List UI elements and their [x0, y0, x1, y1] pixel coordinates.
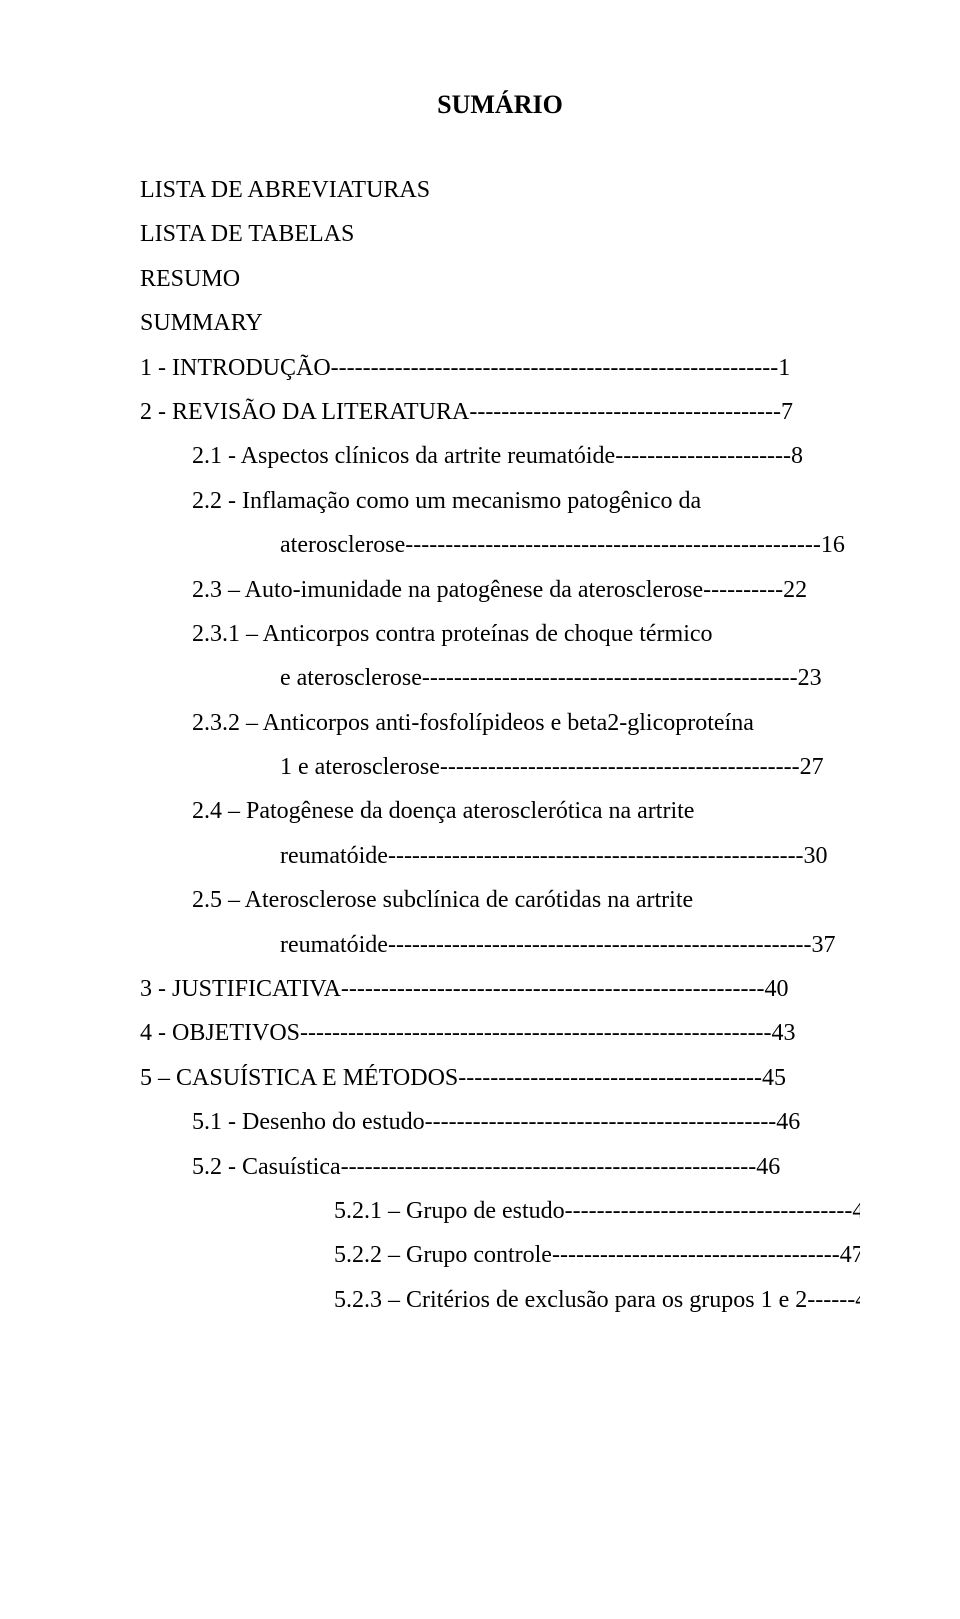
toc-label: 5.2 - Casuística — [192, 1145, 341, 1189]
page-title: SUMÁRIO — [140, 90, 860, 120]
toc-label: LISTA DE ABREVIATURAS — [140, 168, 430, 212]
toc-label: 2.3.2 – Anticorpos anti-fosfolípideos e … — [192, 701, 754, 745]
toc-page-number: 37 — [812, 923, 836, 967]
toc-label: 1 - INTRODUÇÃO — [140, 346, 331, 390]
toc-entry: 5.2.3 – Critérios de exclusão para os gr… — [334, 1278, 860, 1322]
toc-entry: 2 - REVISÃO DA LITERATURA --------------… — [140, 390, 860, 434]
toc-leader: ----------------------------------------… — [405, 523, 821, 567]
toc-label: 5.2.3 – Critérios de exclusão para os gr… — [334, 1278, 807, 1322]
toc-label: e aterosclerose — [280, 656, 422, 700]
toc-label: 2.3.1 – Anticorpos contra proteínas de c… — [192, 612, 713, 656]
toc-label: RESUMO — [140, 257, 240, 301]
toc-page-number: 27 — [800, 745, 824, 789]
document-page: SUMÁRIO LISTA DE ABREVIATURAS LISTA DE T… — [0, 0, 960, 1619]
toc-plain-line: SUMMARY — [140, 301, 860, 345]
toc-entry-wrapline: 2.3.2 – Anticorpos anti-fosfolípideos e … — [192, 701, 860, 745]
toc-leader: ----------------------------------------… — [388, 834, 804, 878]
toc-label: 3 - JUSTIFICATIVA — [140, 967, 341, 1011]
toc-leader: ----------------------------------------… — [440, 745, 800, 789]
toc-page-number: 1 — [778, 346, 790, 390]
toc-leader: ----------------------------------------… — [388, 923, 812, 967]
toc-label: 2.3 – Auto-imunidade na patogênese da at… — [192, 568, 703, 612]
toc-page-number: 16 — [821, 523, 845, 567]
toc-entry-wrapline: 2.5 – Aterosclerose subclínica de caróti… — [192, 878, 860, 922]
toc-page-number: 47 — [855, 1278, 860, 1322]
toc-page-number: 43 — [772, 1011, 796, 1055]
toc-label: 5.2.1 – Grupo de estudo — [334, 1189, 565, 1233]
toc-label: aterosclerose — [280, 523, 405, 567]
toc-label: reumatóide — [280, 923, 388, 967]
toc-entry: 1 - INTRODUÇÃO -------------------------… — [140, 346, 860, 390]
toc-leader: -------------------------------------- — [458, 1056, 762, 1100]
toc-label: 2.1 - Aspectos clínicos da artrite reuma… — [192, 434, 615, 478]
toc-entry: 5.2.2 – Grupo controle -----------------… — [334, 1233, 860, 1277]
toc-plain-line: RESUMO — [140, 257, 860, 301]
toc-page-number: 22 — [783, 568, 807, 612]
toc-label: 2.5 – Aterosclerose subclínica de caróti… — [192, 878, 693, 922]
toc-entry: 2.1 - Aspectos clínicos da artrite reuma… — [192, 434, 860, 478]
toc-page-number: 47 — [840, 1233, 860, 1277]
toc-page-number: 30 — [804, 834, 828, 878]
toc-entry: 5.1 - Desenho do estudo ----------------… — [192, 1100, 860, 1144]
toc-entry-wrapline: 2.3.1 – Anticorpos contra proteínas de c… — [192, 612, 860, 656]
toc-label: 2.4 – Patogênese da doença ateroscleróti… — [192, 789, 694, 833]
toc-leader: ---------------------- — [615, 434, 791, 478]
toc-label: SUMMARY — [140, 301, 263, 345]
toc-plain-line: LISTA DE ABREVIATURAS — [140, 168, 860, 212]
toc-entry: 5.2.1 – Grupo de estudo ----------------… — [334, 1189, 860, 1233]
toc-page-number: 8 — [791, 434, 803, 478]
toc-page-number: 40 — [765, 967, 789, 1011]
toc-leader: ----------------------------------------… — [425, 1100, 777, 1144]
toc-entry: reumatóide -----------------------------… — [280, 834, 860, 878]
toc-label: 2.2 - Inflamação como um mecanismo patog… — [192, 479, 701, 523]
toc-entry-wrapline: 2.2 - Inflamação como um mecanismo patog… — [192, 479, 860, 523]
toc-entry: 2.3 – Auto-imunidade na patogênese da at… — [192, 568, 860, 612]
toc-entry: 5.2 - Casuística -----------------------… — [192, 1145, 860, 1189]
toc-leader: ------ — [807, 1278, 855, 1322]
toc-page-number: 45 — [762, 1056, 786, 1100]
toc-leader: ---------- — [703, 568, 783, 612]
toc-entry: 1 e aterosclerose ----------------------… — [280, 745, 860, 789]
toc-page-number: 46 — [756, 1145, 780, 1189]
toc-entry: reumatóide -----------------------------… — [280, 923, 860, 967]
toc-label: 5.2.2 – Grupo controle — [334, 1233, 552, 1277]
toc-leader: ----------------------------------------… — [341, 967, 765, 1011]
toc-page-number: 46 — [852, 1189, 860, 1233]
toc-entry: e aterosclerose ------------------------… — [280, 656, 860, 700]
toc-leader: ----------------------------------------… — [341, 1145, 757, 1189]
toc-entry-wrapline: 2.4 – Patogênese da doença ateroscleróti… — [192, 789, 860, 833]
toc-leader: ----------------------------------------… — [300, 1011, 772, 1055]
toc-leader: ----------------------------------------… — [422, 656, 798, 700]
toc-label: 5.1 - Desenho do estudo — [192, 1100, 425, 1144]
toc-page-number: 23 — [798, 656, 822, 700]
toc-entry: 4 - OBJETIVOS --------------------------… — [140, 1011, 860, 1055]
toc-page-number: 46 — [776, 1100, 800, 1144]
toc-label: 5 – CASUÍSTICA E MÉTODOS — [140, 1056, 458, 1100]
toc-label: 2 - REVISÃO DA LITERATURA — [140, 390, 469, 434]
toc-entry: 3 - JUSTIFICATIVA ----------------------… — [140, 967, 860, 1011]
toc-label: reumatóide — [280, 834, 388, 878]
toc-leader: ------------------------------------ — [552, 1233, 840, 1277]
toc-entry: 5 – CASUÍSTICA E MÉTODOS ---------------… — [140, 1056, 860, 1100]
toc-page-number: 7 — [781, 390, 793, 434]
toc-label: 1 e aterosclerose — [280, 745, 440, 789]
toc-label: 4 - OBJETIVOS — [140, 1011, 300, 1055]
toc-plain-line: LISTA DE TABELAS — [140, 212, 860, 256]
toc-label: LISTA DE TABELAS — [140, 212, 354, 256]
toc-leader: --------------------------------------- — [469, 390, 781, 434]
toc-leader: ------------------------------------ — [565, 1189, 853, 1233]
toc-leader: ----------------------------------------… — [331, 346, 779, 390]
toc-entry: aterosclerose --------------------------… — [280, 523, 860, 567]
